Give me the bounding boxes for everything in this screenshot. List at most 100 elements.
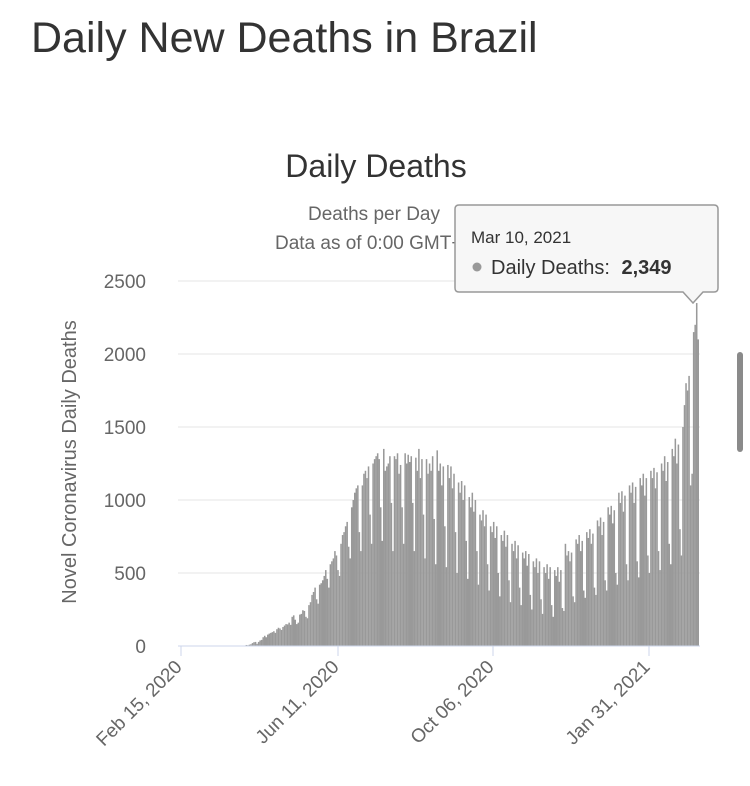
bar[interactable] — [409, 462, 411, 646]
bar[interactable] — [504, 531, 506, 646]
bar[interactable] — [586, 532, 588, 646]
bar[interactable] — [282, 627, 284, 646]
bar[interactable] — [585, 598, 587, 646]
bar[interactable] — [562, 608, 564, 646]
bar[interactable] — [527, 566, 529, 646]
bar[interactable] — [339, 576, 341, 646]
bar[interactable] — [511, 544, 513, 646]
bar[interactable] — [398, 474, 400, 646]
bar[interactable] — [365, 471, 367, 646]
bar[interactable] — [362, 485, 364, 646]
bar[interactable] — [392, 551, 394, 646]
bar[interactable] — [534, 567, 536, 646]
bar[interactable] — [540, 599, 542, 646]
bar[interactable] — [484, 526, 486, 646]
bar[interactable] — [604, 580, 606, 646]
bar[interactable] — [302, 610, 304, 646]
bar[interactable] — [693, 332, 695, 646]
bar[interactable] — [632, 482, 634, 646]
bar[interactable] — [494, 538, 496, 646]
bar[interactable] — [453, 474, 455, 646]
bar[interactable] — [276, 629, 278, 646]
bar[interactable] — [446, 567, 448, 646]
bar[interactable] — [354, 493, 356, 646]
bar[interactable] — [452, 488, 454, 646]
bar[interactable] — [566, 555, 568, 646]
bar[interactable] — [447, 465, 449, 646]
bar[interactable] — [391, 503, 393, 646]
bar[interactable] — [327, 579, 329, 646]
bar[interactable] — [436, 450, 438, 646]
bar[interactable] — [510, 602, 512, 646]
bar[interactable] — [356, 488, 358, 646]
bar[interactable] — [319, 585, 321, 646]
bar[interactable] — [498, 573, 500, 646]
bar[interactable] — [316, 599, 318, 646]
bar[interactable] — [676, 464, 678, 647]
bar[interactable] — [430, 471, 432, 646]
bar[interactable] — [320, 583, 322, 646]
bar[interactable] — [539, 561, 541, 646]
bar[interactable] — [262, 637, 264, 646]
bar[interactable] — [528, 554, 530, 646]
bar[interactable] — [334, 551, 336, 646]
bar[interactable] — [502, 541, 504, 646]
bar[interactable] — [394, 456, 396, 646]
bar[interactable] — [569, 561, 571, 646]
bar[interactable] — [291, 617, 293, 646]
bar[interactable] — [381, 541, 383, 646]
bar[interactable] — [287, 624, 289, 646]
bar[interactable] — [333, 558, 335, 646]
bar[interactable] — [279, 628, 281, 646]
bar[interactable] — [594, 588, 596, 646]
bar[interactable] — [478, 585, 480, 646]
bar[interactable] — [264, 636, 266, 646]
bar[interactable] — [357, 485, 359, 646]
bar[interactable] — [325, 570, 327, 646]
bar[interactable] — [258, 642, 260, 646]
bar[interactable] — [682, 427, 684, 646]
bar[interactable] — [455, 532, 457, 646]
bar[interactable] — [665, 481, 667, 646]
bar[interactable] — [440, 464, 442, 647]
bar[interactable] — [265, 637, 267, 646]
bar[interactable] — [588, 538, 590, 646]
bar[interactable] — [299, 615, 301, 646]
bar[interactable] — [438, 471, 440, 646]
bar[interactable] — [627, 580, 629, 646]
bar[interactable] — [462, 500, 464, 646]
bar[interactable] — [499, 596, 501, 646]
bar[interactable] — [507, 535, 509, 646]
bar[interactable] — [267, 635, 269, 646]
bar[interactable] — [542, 614, 544, 646]
bar[interactable] — [403, 544, 405, 646]
bar[interactable] — [401, 507, 403, 646]
bar[interactable] — [372, 464, 374, 647]
bar[interactable] — [557, 567, 559, 646]
bar[interactable] — [661, 464, 663, 647]
bar[interactable] — [378, 459, 380, 646]
bar[interactable] — [600, 518, 602, 646]
bar[interactable] — [617, 585, 619, 646]
bar[interactable] — [543, 567, 545, 646]
bar[interactable] — [554, 570, 556, 646]
bar[interactable] — [696, 303, 698, 646]
bar[interactable] — [685, 383, 687, 646]
bar[interactable] — [272, 632, 274, 646]
bar[interactable] — [449, 478, 451, 646]
bar[interactable] — [360, 551, 362, 646]
bar[interactable] — [672, 449, 674, 646]
bar[interactable] — [366, 478, 368, 646]
bar[interactable] — [423, 515, 425, 646]
bar[interactable] — [615, 573, 617, 646]
bar[interactable] — [607, 507, 609, 646]
bar[interactable] — [278, 628, 280, 646]
bar[interactable] — [623, 512, 625, 646]
bar[interactable] — [359, 532, 361, 646]
bar[interactable] — [520, 605, 522, 646]
bar[interactable] — [395, 459, 397, 646]
bar[interactable] — [467, 579, 469, 646]
bar[interactable] — [458, 482, 460, 646]
bar[interactable] — [273, 631, 275, 646]
bar[interactable] — [472, 493, 474, 646]
